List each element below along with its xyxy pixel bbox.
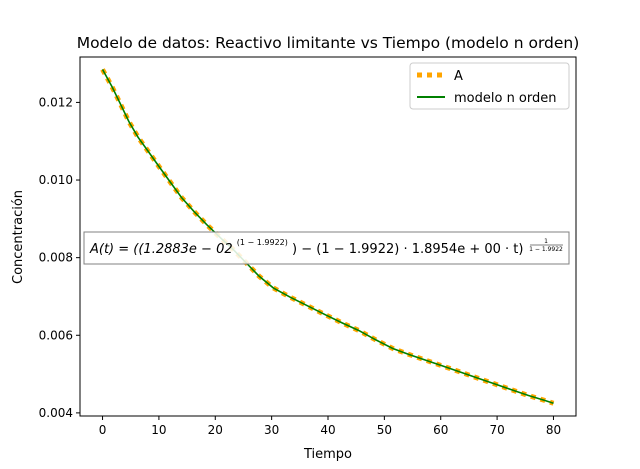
equation-annotation: A(t) = ((1.2883e − 02 (1 − 1.9922) ) − (… xyxy=(83,231,570,265)
legend-box xyxy=(409,62,570,110)
equation-box xyxy=(83,231,570,265)
equation-outer-exponent: 1 1 − 1.9922 xyxy=(529,238,563,253)
legend-label-model: modelo n orden xyxy=(454,91,557,106)
equation-inner-exponent: (1 − 1.9922) xyxy=(237,238,288,247)
x-tick-label: 50 xyxy=(377,423,392,437)
x-tick-label: 0 xyxy=(99,423,107,437)
series-layer xyxy=(100,68,555,406)
legend-entry-model: modelo n orden xyxy=(417,91,557,106)
x-tick-label: 80 xyxy=(546,423,561,437)
y-tick-label: 0.010 xyxy=(39,173,73,187)
legend-label-a: A xyxy=(454,69,463,84)
x-tick-label: 20 xyxy=(208,423,223,437)
ticks-layer: 0 10 20 30 40 50 60 70 80 0.004 0.006 0.008 0.010 0.0… xyxy=(39,95,561,437)
equation-middle: ) − (1 − 1.9922) · 1.8954e + 00 · t) xyxy=(292,242,523,257)
x-tick-label: 40 xyxy=(320,423,335,437)
equation-exponent-denominator: 1 − 1.9922 xyxy=(529,246,563,253)
x-tick-label: 30 xyxy=(264,423,279,437)
legend-entry-a: A xyxy=(417,69,463,84)
y-tick-label: 0.012 xyxy=(39,95,73,109)
y-tick-label: 0.008 xyxy=(39,251,73,265)
x-tick-label: 60 xyxy=(433,423,448,437)
chart-title: Modelo de datos: Reactivo limitante vs T… xyxy=(77,34,580,52)
x-axis-label: Tiempo xyxy=(303,447,352,462)
series-line-modelo-n-orden xyxy=(101,69,554,404)
y-tick-label: 0.006 xyxy=(39,328,73,342)
y-axis-label: Concentración xyxy=(11,190,26,284)
y-tick-label: 0.004 xyxy=(39,406,73,420)
equation-text: A(t) = ((1.2883e − 02 (1 − 1.9922) ) − (… xyxy=(89,234,523,257)
legend: A modelo n orden xyxy=(409,62,570,110)
x-tick-label: 10 xyxy=(151,423,166,437)
equation-base: A(t) = ((1.2883e − 02 xyxy=(89,242,233,257)
x-tick-label: 70 xyxy=(489,423,504,437)
equation-exponent-numerator: 1 xyxy=(544,238,548,245)
